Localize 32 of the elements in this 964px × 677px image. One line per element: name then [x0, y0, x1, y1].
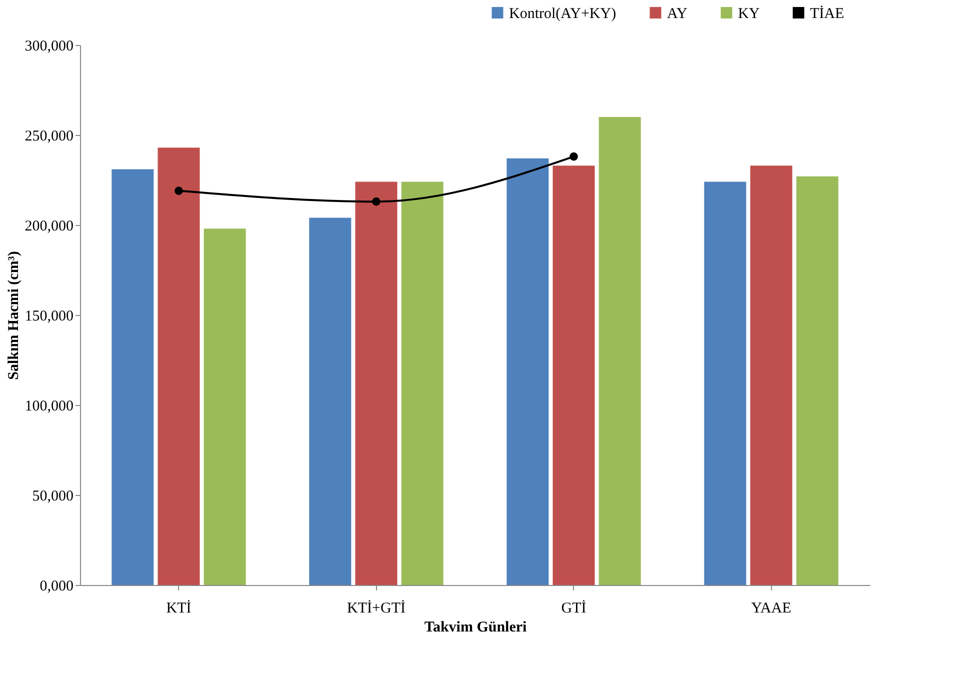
- bar: [112, 169, 154, 585]
- y-tick-label: 250,000: [24, 128, 74, 144]
- y-tick-label: 0,000: [40, 578, 74, 594]
- y-tick-label: 150,000: [24, 308, 74, 324]
- y-tick-label: 100,000: [24, 398, 74, 414]
- bar: [598, 117, 641, 585]
- y-axis-title: Salkım Hacmi (cm³): [6, 251, 22, 380]
- point: [174, 186, 183, 195]
- bar: [796, 176, 838, 585]
- legend-label: AY: [667, 6, 688, 22]
- legend-label: TİAE: [810, 4, 844, 22]
- bar: [355, 182, 398, 585]
- bar: [506, 158, 549, 585]
- point: [372, 197, 380, 206]
- bar: [158, 148, 200, 585]
- y-tick-label: 300,000: [24, 38, 74, 54]
- legend-label: KY: [738, 6, 760, 22]
- legend-label: Kontrol(AY+KY): [509, 6, 616, 22]
- y-tick-label: 200,000: [24, 218, 74, 234]
- bar: [309, 218, 352, 585]
- x-tick-label: YAAE: [751, 600, 792, 616]
- bar: [704, 182, 746, 585]
- point: [570, 152, 578, 161]
- bar: [204, 228, 246, 585]
- bar: [552, 166, 595, 585]
- bar: [750, 166, 792, 585]
- x-tick-label: KTİ: [166, 600, 192, 616]
- x-tick-label: KTİ+GTİ: [347, 600, 406, 616]
- x-tick-label: GTİ: [561, 600, 586, 616]
- bar: [401, 182, 444, 585]
- y-tick-label: 50,000: [32, 488, 74, 504]
- x-axis-title: Takvim Günleri: [424, 620, 527, 636]
